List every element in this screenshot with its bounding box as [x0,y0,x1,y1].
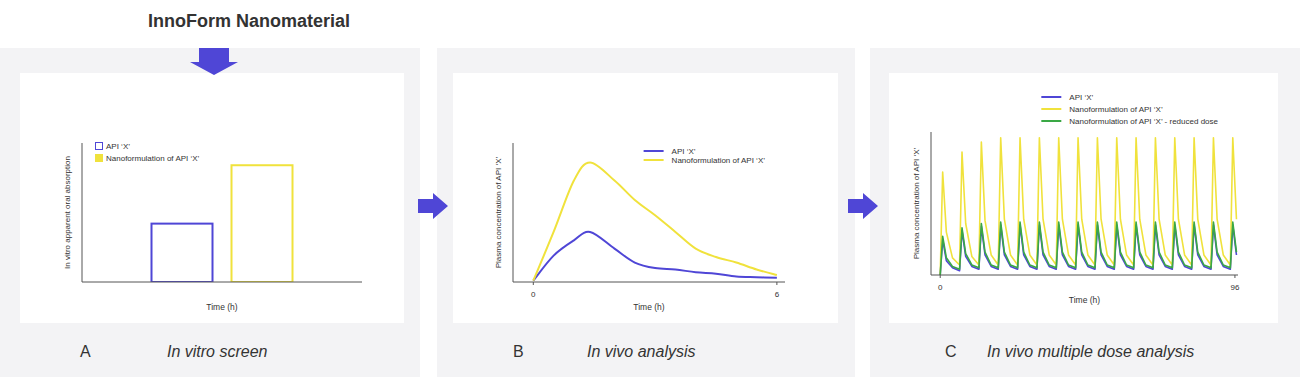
header-title: InnoForm Nanomaterial [148,11,350,31]
x-axis-label: Time (h) [633,302,664,312]
bar [232,165,293,282]
x-axis [513,282,785,283]
legend-swatch [1041,120,1061,122]
arrow-right [418,193,448,219]
y-axis-label: Plasma concentration of API ‘X’ [494,156,503,268]
legend-swatch [1041,108,1061,110]
card-bg [453,73,838,323]
panel-bg [0,48,420,377]
x-tick-label: 6 [775,290,780,299]
y-axis [513,143,514,282]
line [940,138,1236,275]
panel-caption: In vitro screen [167,343,268,360]
panel-letter: B [513,343,524,360]
legend-swatch [1041,96,1061,98]
legend-label: API ‘X’ [1069,93,1093,102]
legend-label: Nanoformulation of API ‘X’ - reduced dos… [1069,117,1218,126]
chart: 0 6 Time (h) Plasma concentration of API ‘X… [494,143,785,312]
x-axis [82,282,362,283]
bar [152,224,213,282]
legend-label: API ‘X’ [672,147,696,156]
panel-caption: In vivo multiple dose analysis [987,343,1194,360]
chart: Time (h) In vitro apparent oral absorptio… [63,142,362,312]
panel-caption: In vivo analysis [587,343,696,360]
y-axis [82,143,83,282]
legend: API ‘X’Nanoformulation of API ‘X’ [644,147,766,165]
line [940,222,1236,275]
legend: API ‘X’ Nanoformulation of API ‘X’ Nanofor… [1041,93,1218,126]
arrow-down [190,48,238,75]
x-tick [940,275,941,278]
marks [940,138,1236,275]
arrow-right [848,193,878,219]
panel-bg [437,48,855,377]
panel-bg [870,48,1300,377]
y-axis-label: Plasma concentration of API ‘X’ [912,147,921,259]
x-axis-label: Time (h) [1069,295,1100,305]
x-tick-label: 0 [531,290,536,299]
card-bg [889,73,1278,323]
legend-swatch [96,143,103,150]
panel-letter: C [945,343,957,360]
x-tick-label: 96 [1230,283,1239,292]
legend-label: Nanoformulation of API ‘X’ [672,156,766,165]
x-axis-label: Time (h) [206,302,237,312]
line [533,162,777,280]
x-tick [1234,275,1235,278]
y-axis-label: In vitro apparent oral absorption [63,156,72,269]
y-axis [931,132,932,275]
figure: InnoForm Nanomaterial A In vitro screen B In… [0,0,1300,377]
x-axis [931,275,1238,276]
x-tick-label: 0 [938,283,943,292]
panel-letter: A [80,343,91,360]
chart: 0 96 Time (h) Plasma concentration of API ‘… [912,93,1240,305]
card-bg [20,73,404,323]
legend: API ‘X’ Nanoformulation of API ‘X’ [96,142,200,163]
line [533,232,777,281]
x-tick [533,282,534,285]
legend-label: Nanoformulation of API ‘X’ [106,154,200,163]
legend-swatch [96,155,103,162]
x-tick [776,282,777,285]
marks [533,162,777,280]
legend-label: Nanoformulation of API ‘X’ [1069,105,1163,114]
legend-swatch [644,150,664,152]
legend-swatch [644,159,664,161]
legend-label: API ‘X’ [106,142,130,151]
marks [152,165,293,282]
